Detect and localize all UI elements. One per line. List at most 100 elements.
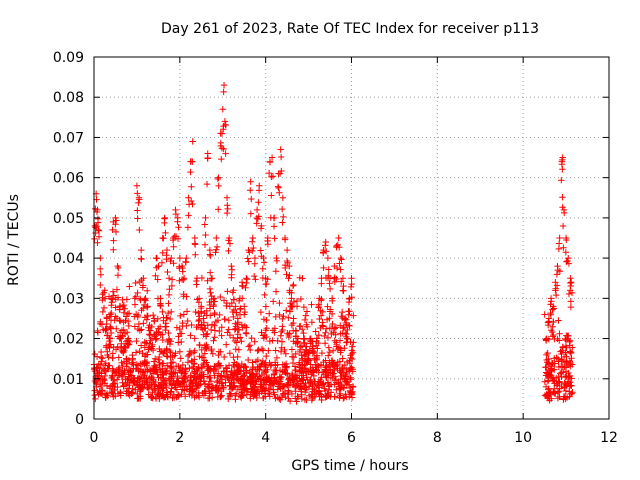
data-point bbox=[194, 365, 202, 373]
data-point bbox=[143, 367, 151, 375]
data-point bbox=[195, 299, 203, 306]
data-point bbox=[232, 346, 240, 353]
data-point bbox=[243, 276, 251, 283]
data-point bbox=[253, 206, 261, 214]
data-point bbox=[250, 244, 257, 252]
data-point bbox=[163, 252, 170, 259]
data-point bbox=[206, 395, 213, 402]
data-point bbox=[152, 272, 159, 279]
data-point bbox=[322, 329, 329, 336]
data-point bbox=[134, 215, 141, 222]
data-point bbox=[220, 88, 227, 96]
x-tick-label: 8 bbox=[433, 430, 442, 446]
data-point bbox=[191, 370, 199, 377]
y-tick-label: 0.05 bbox=[53, 211, 84, 227]
data-point bbox=[292, 350, 299, 358]
data-point bbox=[297, 322, 304, 330]
data-point bbox=[306, 335, 314, 343]
data-point bbox=[212, 318, 220, 326]
data-point bbox=[119, 368, 126, 376]
data-point bbox=[262, 281, 269, 288]
data-point bbox=[123, 313, 130, 320]
data-point bbox=[202, 231, 209, 239]
data-point bbox=[313, 337, 320, 345]
data-point bbox=[257, 247, 264, 254]
data-point bbox=[248, 334, 255, 342]
data-point bbox=[222, 150, 229, 157]
data-point bbox=[277, 146, 284, 153]
data-point bbox=[336, 337, 344, 344]
data-point bbox=[137, 255, 145, 262]
data-point bbox=[119, 332, 126, 339]
data-point bbox=[200, 319, 208, 326]
data-point bbox=[283, 246, 291, 254]
data-point bbox=[166, 286, 173, 293]
data-point bbox=[156, 359, 163, 366]
data-point bbox=[141, 338, 148, 346]
data-point bbox=[184, 358, 192, 366]
data-point bbox=[563, 332, 570, 339]
data-point bbox=[290, 319, 297, 327]
data-point bbox=[230, 296, 238, 303]
data-point bbox=[218, 332, 225, 339]
data-point bbox=[292, 388, 299, 395]
data-point bbox=[560, 393, 568, 400]
data-point bbox=[562, 387, 570, 395]
data-point bbox=[236, 382, 244, 390]
data-point bbox=[183, 293, 190, 300]
y-tick-label: 0.03 bbox=[53, 291, 84, 307]
data-point bbox=[282, 360, 290, 368]
y-tick-label: 0.01 bbox=[53, 372, 84, 388]
data-point bbox=[276, 383, 283, 391]
data-point bbox=[561, 209, 568, 217]
data-point bbox=[257, 308, 265, 316]
data-point bbox=[324, 334, 332, 341]
data-point bbox=[180, 276, 187, 283]
data-point bbox=[268, 154, 276, 161]
data-point bbox=[278, 344, 285, 351]
data-point bbox=[278, 328, 285, 335]
data-point bbox=[293, 398, 300, 405]
data-point bbox=[168, 359, 175, 367]
data-point bbox=[216, 327, 223, 335]
data-point bbox=[142, 297, 149, 304]
data-point bbox=[562, 381, 569, 388]
data-point bbox=[176, 254, 184, 262]
data-point bbox=[246, 249, 253, 256]
data-point bbox=[109, 288, 117, 295]
data-point bbox=[341, 361, 349, 369]
data-point bbox=[333, 264, 341, 272]
data-point bbox=[95, 233, 103, 240]
data-point bbox=[117, 388, 124, 396]
data-point bbox=[151, 317, 158, 324]
data-point bbox=[102, 344, 110, 351]
data-point bbox=[240, 364, 247, 371]
data-point bbox=[326, 315, 333, 322]
data-point bbox=[225, 237, 232, 244]
data-point bbox=[308, 301, 315, 308]
data-point bbox=[255, 199, 262, 206]
data-point bbox=[348, 275, 355, 282]
data-point bbox=[285, 275, 292, 282]
data-point bbox=[248, 379, 256, 386]
data-point bbox=[110, 246, 117, 253]
data-point bbox=[330, 329, 337, 336]
data-point bbox=[326, 285, 334, 293]
data-point bbox=[192, 308, 199, 316]
data-point bbox=[342, 319, 349, 327]
data-point bbox=[234, 386, 242, 393]
data-point bbox=[292, 327, 299, 334]
data-point bbox=[120, 382, 127, 389]
data-point bbox=[271, 235, 278, 242]
data-point bbox=[95, 227, 103, 234]
data-point bbox=[328, 310, 336, 318]
data-point bbox=[216, 311, 223, 319]
data-point bbox=[248, 195, 255, 203]
data-point bbox=[159, 336, 166, 344]
data-point bbox=[208, 275, 215, 283]
data-point bbox=[151, 368, 158, 375]
tick-labels-layer: 0 2 4 6 8 10 12 0 0.01 0.02 0.03 0.04 0.05 0.06 0.07 0.… bbox=[53, 50, 618, 446]
data-point bbox=[91, 367, 99, 375]
data-point bbox=[553, 282, 561, 289]
data-point bbox=[168, 282, 176, 290]
